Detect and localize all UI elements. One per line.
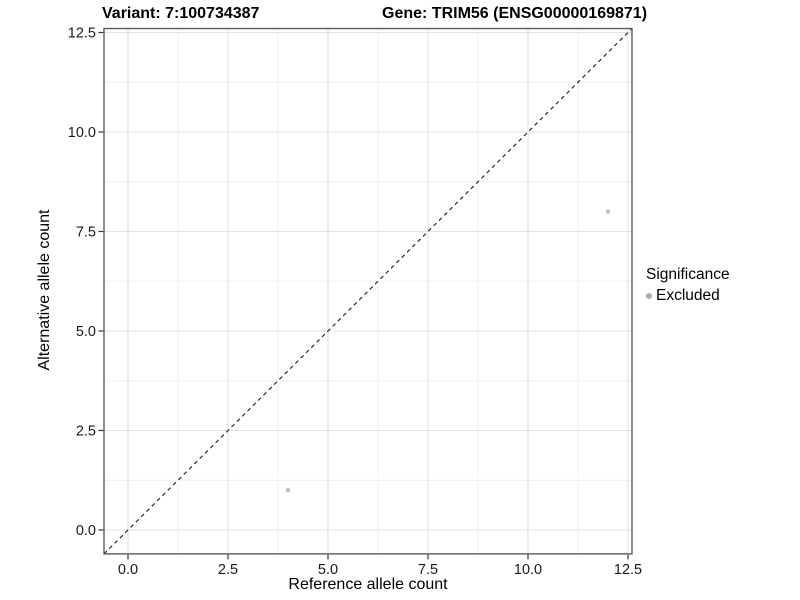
x-tick-label: 2.5 bbox=[218, 562, 238, 578]
x-tick-label: 0.0 bbox=[118, 562, 138, 578]
y-tick-label: 12.5 bbox=[68, 26, 96, 42]
y-tick-label: 7.5 bbox=[76, 225, 96, 241]
y-axis-title: Alternative allele count bbox=[36, 209, 53, 371]
x-tick-label: 12.5 bbox=[614, 562, 642, 578]
plot-title-variant: Variant: 7:100734387 bbox=[102, 5, 260, 22]
plot-panel bbox=[104, 28, 632, 554]
legend-entry-label: Excluded bbox=[656, 287, 720, 304]
y-tick-label: 0.0 bbox=[76, 523, 96, 539]
x-tick-label: 10.0 bbox=[514, 562, 542, 578]
x-tick-label: 5.0 bbox=[318, 562, 338, 578]
data-point bbox=[285, 487, 291, 493]
legend: Significance Excluded bbox=[646, 266, 730, 305]
plot-title-gene: Gene: TRIM56 (ENSG00000169871) bbox=[382, 5, 648, 22]
legend-entry-excluded: Excluded bbox=[646, 287, 730, 305]
y-tick-label: 10.0 bbox=[68, 125, 96, 141]
y-tick-label: 5.0 bbox=[76, 324, 96, 340]
panel-border bbox=[103, 27, 633, 555]
legend-point-icon bbox=[646, 293, 652, 299]
y-tick-label: 2.5 bbox=[76, 424, 96, 440]
legend-title: Significance bbox=[646, 266, 730, 283]
x-axis-title: Reference allele count bbox=[288, 576, 448, 593]
x-tick-label: 7.5 bbox=[418, 562, 438, 578]
data-point bbox=[605, 209, 611, 214]
